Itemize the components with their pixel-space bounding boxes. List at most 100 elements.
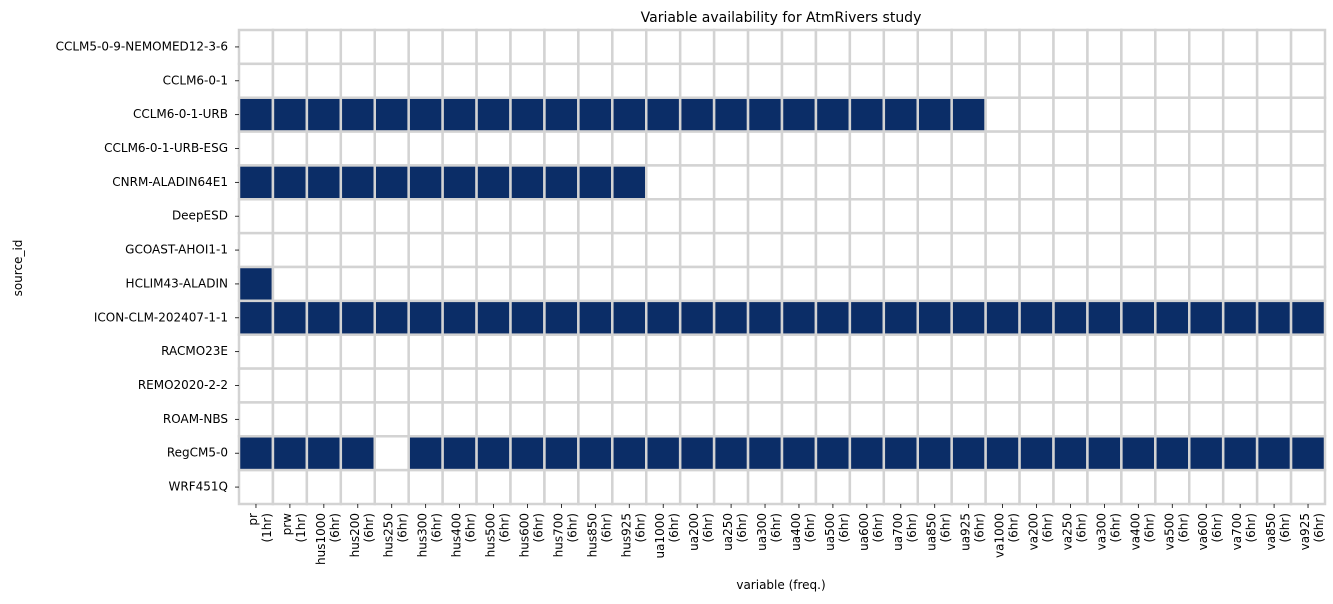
heatmap-cell-missing bbox=[1255, 468, 1293, 506]
heatmap-cell-missing bbox=[1289, 198, 1327, 235]
heatmap-cell-missing bbox=[1086, 198, 1123, 235]
heatmap-cell-missing bbox=[848, 231, 886, 269]
heatmap-cell-missing bbox=[746, 231, 784, 269]
heatmap-cell-available bbox=[848, 299, 886, 336]
heatmap-cell-available bbox=[678, 96, 716, 133]
heatmap-cell-available bbox=[577, 435, 614, 472]
heatmap-cell-available bbox=[441, 299, 478, 336]
heatmap-cell-missing bbox=[305, 28, 343, 66]
heatmap-cell-missing bbox=[475, 401, 512, 438]
heatmap-cell-available bbox=[407, 164, 444, 201]
heatmap-cell-missing bbox=[339, 62, 376, 99]
x-tick-label-variable: hus200 bbox=[348, 513, 362, 557]
heatmap-cell-missing bbox=[814, 28, 852, 66]
heatmap-cell-missing bbox=[1120, 62, 1157, 99]
heatmap-cell-available bbox=[475, 96, 512, 133]
heatmap-cell-missing bbox=[916, 401, 953, 438]
heatmap-cell-available bbox=[441, 435, 478, 472]
heatmap-cell-available bbox=[271, 435, 309, 472]
heatmap-cell-missing bbox=[950, 28, 987, 66]
heatmap-cell-missing bbox=[237, 62, 275, 99]
x-tick-label-variable: hus850 bbox=[585, 513, 599, 557]
x-tick-label-freq: (6hr) bbox=[1108, 513, 1122, 543]
heatmap-cell-available bbox=[712, 299, 750, 336]
y-tick-label: ROAM-NBS bbox=[163, 412, 228, 426]
heatmap-cell-missing bbox=[509, 198, 546, 235]
heatmap-cell-available bbox=[475, 435, 512, 472]
x-tick-label-freq: (6hr) bbox=[1278, 513, 1292, 543]
heatmap-cell-missing bbox=[950, 198, 987, 235]
heatmap-cell-available bbox=[475, 164, 512, 201]
heatmap-cell-available bbox=[712, 435, 750, 472]
heatmap-cell-missing bbox=[780, 62, 818, 99]
heatmap-cell-missing bbox=[1052, 62, 1089, 99]
heatmap-cell-missing bbox=[509, 28, 546, 66]
heatmap-cell-missing bbox=[509, 62, 546, 99]
heatmap-cell-missing bbox=[814, 401, 852, 438]
heatmap-cell-missing bbox=[814, 333, 852, 370]
heatmap-cell-missing bbox=[543, 198, 580, 235]
heatmap-cell-missing bbox=[780, 130, 818, 167]
heatmap-cell-missing bbox=[1086, 28, 1123, 66]
x-tick-label-freq: (6hr) bbox=[1176, 513, 1190, 543]
heatmap-cell-missing bbox=[916, 333, 953, 370]
heatmap-cell-missing bbox=[373, 130, 410, 167]
heatmap-cell-missing bbox=[1221, 62, 1259, 99]
heatmap-cell-missing bbox=[475, 333, 512, 370]
heatmap-cell-missing bbox=[984, 130, 1021, 167]
heatmap-cell-missing bbox=[848, 265, 886, 303]
heatmap-cell-missing bbox=[814, 367, 852, 404]
heatmap-cell-missing bbox=[237, 367, 275, 404]
heatmap-cell-missing bbox=[407, 401, 444, 438]
heatmap-cell-missing bbox=[780, 164, 818, 201]
heatmap-cell-missing bbox=[475, 28, 512, 66]
x-tick-label-freq: (6hr) bbox=[396, 513, 410, 543]
x-tick-label-variable: hus250 bbox=[382, 513, 396, 557]
heatmap-cell-available bbox=[1188, 299, 1225, 336]
heatmap-cell-missing bbox=[339, 401, 376, 438]
heatmap-cell-missing bbox=[305, 367, 343, 404]
heatmap-cell-missing bbox=[305, 198, 343, 235]
heatmap-cell-missing bbox=[577, 198, 614, 235]
heatmap-cell-missing bbox=[577, 367, 614, 404]
heatmap-cell-missing bbox=[271, 401, 309, 438]
heatmap-cell-available bbox=[1188, 435, 1225, 472]
heatmap-cell-missing bbox=[543, 62, 580, 99]
x-tick-label-variable: ua200 bbox=[687, 513, 701, 551]
x-tick-label-variable: hus1000 bbox=[314, 513, 328, 565]
x-tick-label-variable: hus500 bbox=[484, 513, 498, 557]
heatmap-cell-missing bbox=[1018, 130, 1055, 167]
x-tick-label-freq: (6hr) bbox=[803, 513, 817, 543]
heatmap-cell-missing bbox=[407, 367, 444, 404]
heatmap-cell-missing bbox=[475, 265, 512, 303]
heatmap-cell-missing bbox=[712, 231, 750, 269]
heatmap-cell-missing bbox=[1120, 231, 1157, 269]
heatmap-cell-available bbox=[237, 299, 275, 336]
heatmap-cell-missing bbox=[1255, 367, 1293, 404]
x-tick-label-freq: (6hr) bbox=[735, 513, 749, 543]
heatmap-cell-missing bbox=[543, 265, 580, 303]
heatmap-cell-missing bbox=[678, 198, 716, 235]
heatmap-cell-missing bbox=[712, 333, 750, 370]
heatmap-cell-missing bbox=[475, 198, 512, 235]
x-tick-label-variable: ua700 bbox=[891, 513, 905, 551]
heatmap-cell-missing bbox=[984, 96, 1021, 133]
heatmap-cell-available bbox=[950, 435, 987, 472]
heatmap-cell-available bbox=[577, 164, 614, 201]
heatmap-cell-missing bbox=[1120, 401, 1157, 438]
heatmap-cell-missing bbox=[1052, 198, 1089, 235]
heatmap-cell-missing bbox=[1188, 401, 1225, 438]
heatmap-cell-missing bbox=[305, 62, 343, 99]
x-tick-label-variable: prw bbox=[280, 513, 294, 536]
y-tick-label: RegCM5-0 bbox=[167, 446, 228, 460]
heatmap-cell-missing bbox=[814, 231, 852, 269]
heatmap-cell-available bbox=[950, 299, 987, 336]
heatmap-cell-available bbox=[611, 96, 648, 133]
y-tick-label: GCOAST-AHOI1-1 bbox=[125, 243, 228, 257]
heatmap-cell-missing bbox=[712, 28, 750, 66]
heatmap-cell-missing bbox=[1154, 130, 1191, 167]
heatmap-cell-missing bbox=[950, 62, 987, 99]
heatmap-cell-missing bbox=[1018, 62, 1055, 99]
heatmap-cell-missing bbox=[1255, 231, 1293, 269]
heatmap-cell-missing bbox=[916, 130, 953, 167]
